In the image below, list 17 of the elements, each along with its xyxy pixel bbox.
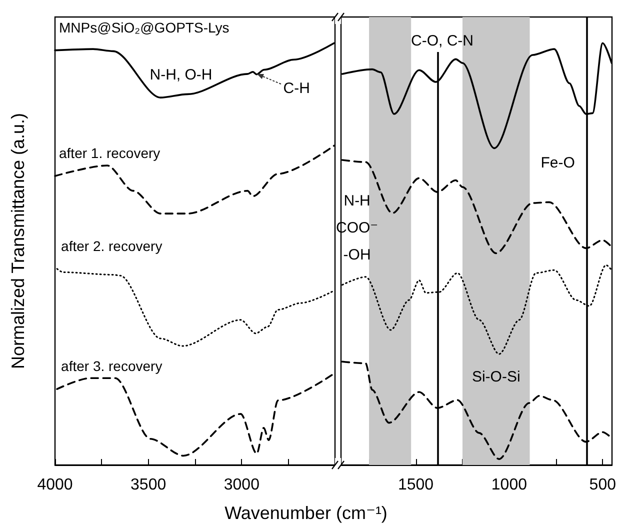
y-axis-title: Normalized Transmittance (a.u.)	[8, 112, 28, 370]
x-tick-label: 4000	[37, 476, 73, 494]
ref-line-label: Fe-O	[540, 154, 575, 172]
x-axis-title: Wavenumber (cm⁻¹)	[224, 503, 388, 523]
series-label: after 1. recovery	[59, 145, 160, 162]
x-tick-label: 1500	[398, 476, 434, 494]
ref-line-label: C-O, C-N	[411, 32, 474, 50]
x-tick-label: 500	[589, 476, 616, 494]
annotation: N-H, O-H	[150, 66, 212, 84]
x-tick-label: 3000	[224, 476, 260, 494]
x-tick-label: 1000	[491, 476, 528, 494]
annotation: C-H	[283, 80, 310, 97]
band-label: Si-O-Si	[472, 368, 520, 386]
series-label: after 3. recovery	[61, 358, 162, 374]
series-label: MNPs@SiO₂@GOPTS-Lys	[59, 19, 230, 36]
series-label: after 2. recovery	[61, 238, 162, 254]
x-tick-label: 3500	[130, 476, 166, 494]
